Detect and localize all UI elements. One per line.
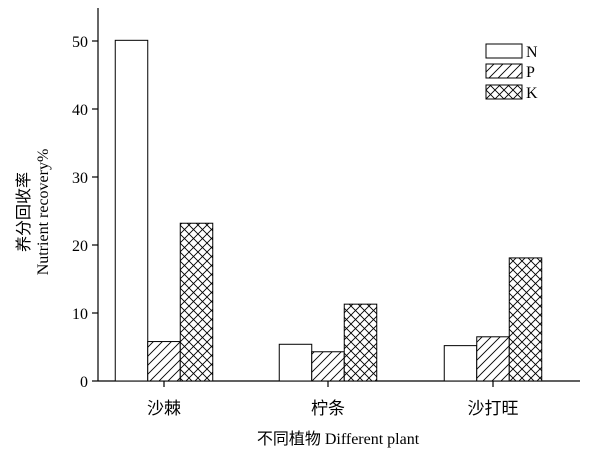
bar-p <box>147 341 181 382</box>
x-tick-label: 沙棘 <box>147 399 181 418</box>
y-tick-label: 20 <box>72 238 88 255</box>
y-tick-label: 40 <box>72 102 88 119</box>
legend-swatch-p <box>485 63 523 79</box>
x-tick-label: 柠条 <box>311 399 345 418</box>
y-axis-label-en: Nutrient recovery% <box>35 149 52 276</box>
legend-label-k: K <box>526 85 538 102</box>
x-axis-label: 不同植物 Different plant <box>257 430 420 448</box>
bar-n <box>443 345 478 382</box>
legend-swatch-k <box>485 84 523 100</box>
legend-label-n: N <box>526 44 538 61</box>
y-tick-label: 10 <box>72 306 88 323</box>
legend-label-p: P <box>526 64 535 81</box>
y-tick-label: 50 <box>72 34 88 51</box>
legend: NPK <box>485 43 538 102</box>
bar-k <box>343 303 378 382</box>
bar-p <box>476 336 510 382</box>
bar-k <box>179 222 214 382</box>
bar-p <box>311 351 345 382</box>
y-tick-label: 30 <box>72 170 88 187</box>
bar-n <box>114 39 149 382</box>
y-tick-label: 0 <box>80 374 88 391</box>
x-tick-label: 沙打旺 <box>468 399 519 418</box>
legend-swatch-n <box>485 43 523 59</box>
bar-k <box>508 257 543 382</box>
bar-n <box>278 343 313 382</box>
y-axis-label-cn: 养分回收率 <box>15 172 33 252</box>
